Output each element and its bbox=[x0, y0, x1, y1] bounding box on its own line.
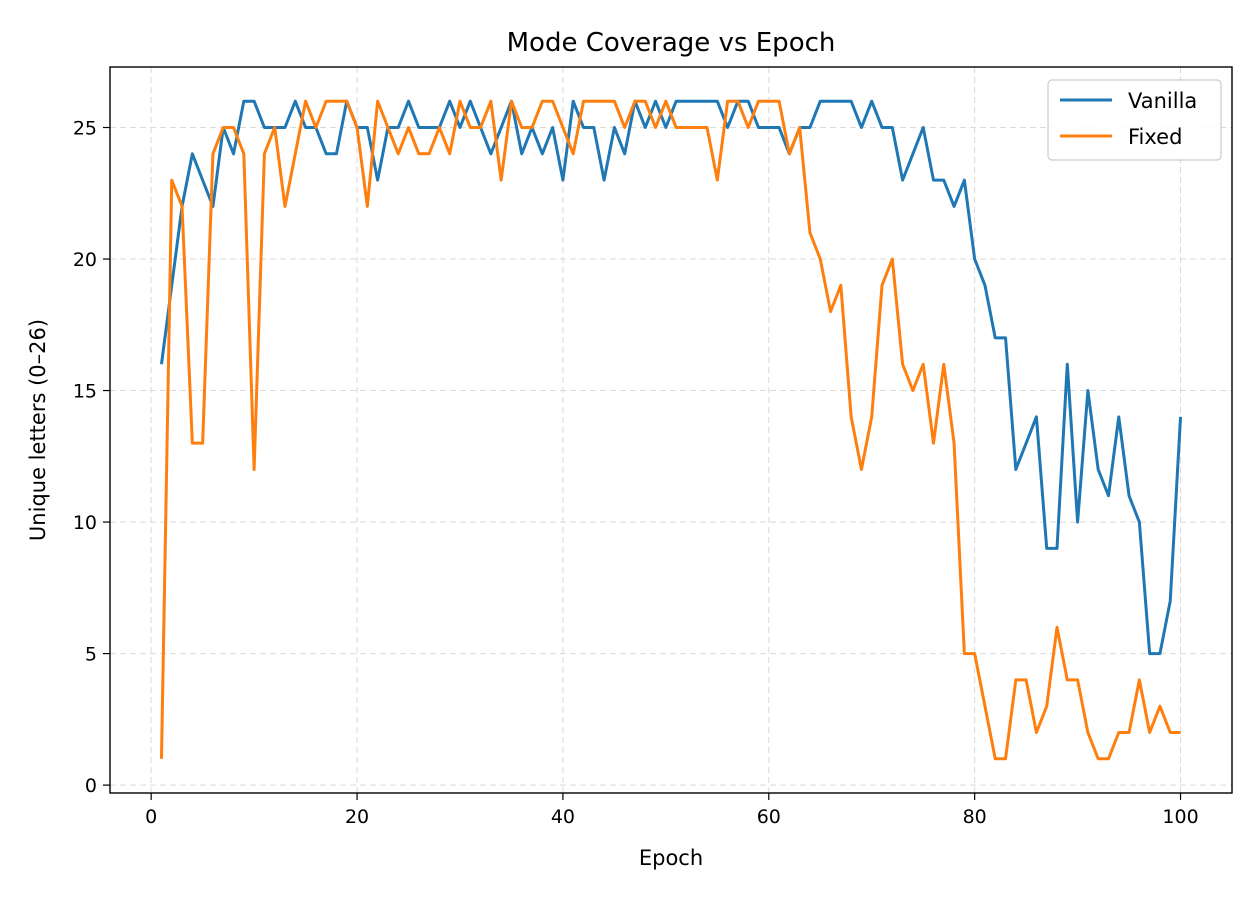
legend-label-fixed: Fixed bbox=[1128, 125, 1182, 149]
legend-label-vanilla: Vanilla bbox=[1128, 89, 1197, 113]
x-tick-label: 20 bbox=[345, 806, 369, 828]
x-tick-label: 80 bbox=[963, 806, 987, 828]
plot-frame bbox=[109, 66, 1233, 794]
x-tick-label: 60 bbox=[757, 806, 781, 828]
series-layer bbox=[159, 99, 1183, 761]
x-tick-label: 0 bbox=[145, 806, 157, 828]
y-tick-label: 5 bbox=[85, 644, 97, 666]
x-axis-label: Epoch bbox=[639, 846, 703, 870]
y-tick-label: 0 bbox=[85, 775, 97, 797]
series-line-fixed bbox=[159, 99, 1181, 761]
legend: Vanilla Fixed bbox=[1047, 79, 1222, 161]
ticks: 0 20 40 60 80 100 0 5 10 15 20 25 bbox=[73, 118, 1199, 829]
y-axis-label: Unique letters (0–26) bbox=[26, 319, 50, 541]
y-tick-label: 10 bbox=[73, 512, 97, 534]
x-tick-label: 100 bbox=[1162, 806, 1198, 828]
y-tick-label: 25 bbox=[73, 118, 97, 140]
x-tick-label: 40 bbox=[551, 806, 575, 828]
series-line-vanilla bbox=[159, 99, 1183, 656]
chart-title: Mode Coverage vs Epoch bbox=[507, 28, 836, 58]
y-tick-label: 15 bbox=[73, 381, 97, 403]
y-tick-label: 20 bbox=[73, 249, 97, 271]
